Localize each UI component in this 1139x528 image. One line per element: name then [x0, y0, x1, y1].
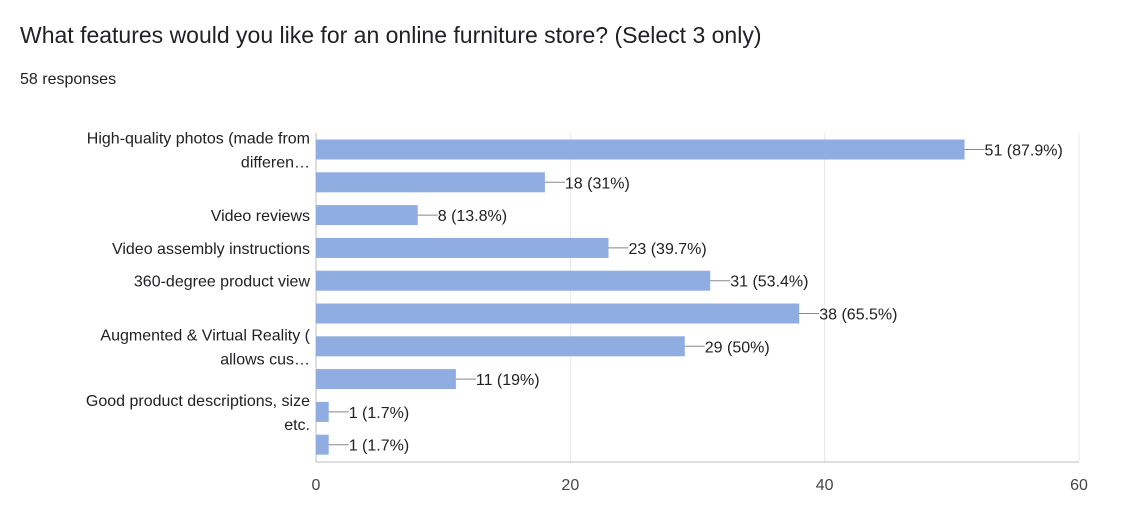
category-label: differen…	[241, 155, 310, 172]
data-label: 23 (39.7%)	[628, 241, 706, 258]
data-label: 18 (31%)	[565, 175, 630, 192]
bar	[316, 435, 329, 455]
bar	[316, 304, 799, 324]
category-label: allows cus…	[220, 351, 310, 368]
category-label: Video assembly instructions	[112, 241, 310, 258]
x-tick-label: 20	[561, 477, 579, 494]
bar	[316, 336, 685, 356]
data-label: 11 (19%)	[476, 372, 540, 389]
data-label: 31 (53.4%)	[730, 274, 808, 291]
category-label: 360-degree product view	[134, 274, 311, 291]
category-label: Good product descriptions, size	[86, 393, 310, 410]
bar	[316, 205, 418, 225]
category-label: High-quality photos (made from	[87, 131, 310, 148]
x-tick-label: 40	[816, 477, 834, 494]
data-label: 1 (1.7%)	[349, 405, 409, 422]
bar	[316, 238, 608, 258]
category-label: Video reviews	[211, 208, 310, 225]
data-label: 8 (13.8%)	[438, 208, 507, 225]
category-label: Augmented & Virtual Reality (	[100, 327, 310, 344]
x-tick-label: 60	[1070, 477, 1088, 494]
x-tick-label: 0	[312, 477, 321, 494]
bar	[316, 402, 329, 422]
category-label: etc.	[284, 417, 310, 434]
bar	[316, 140, 965, 160]
bar	[316, 271, 710, 291]
data-label: 38 (65.5%)	[819, 307, 897, 324]
bar	[316, 172, 545, 192]
data-label: 1 (1.7%)	[349, 438, 409, 455]
data-label: 29 (50%)	[705, 339, 770, 356]
data-label: 51 (87.9%)	[985, 143, 1063, 160]
bars	[316, 140, 985, 455]
bar	[316, 369, 456, 389]
